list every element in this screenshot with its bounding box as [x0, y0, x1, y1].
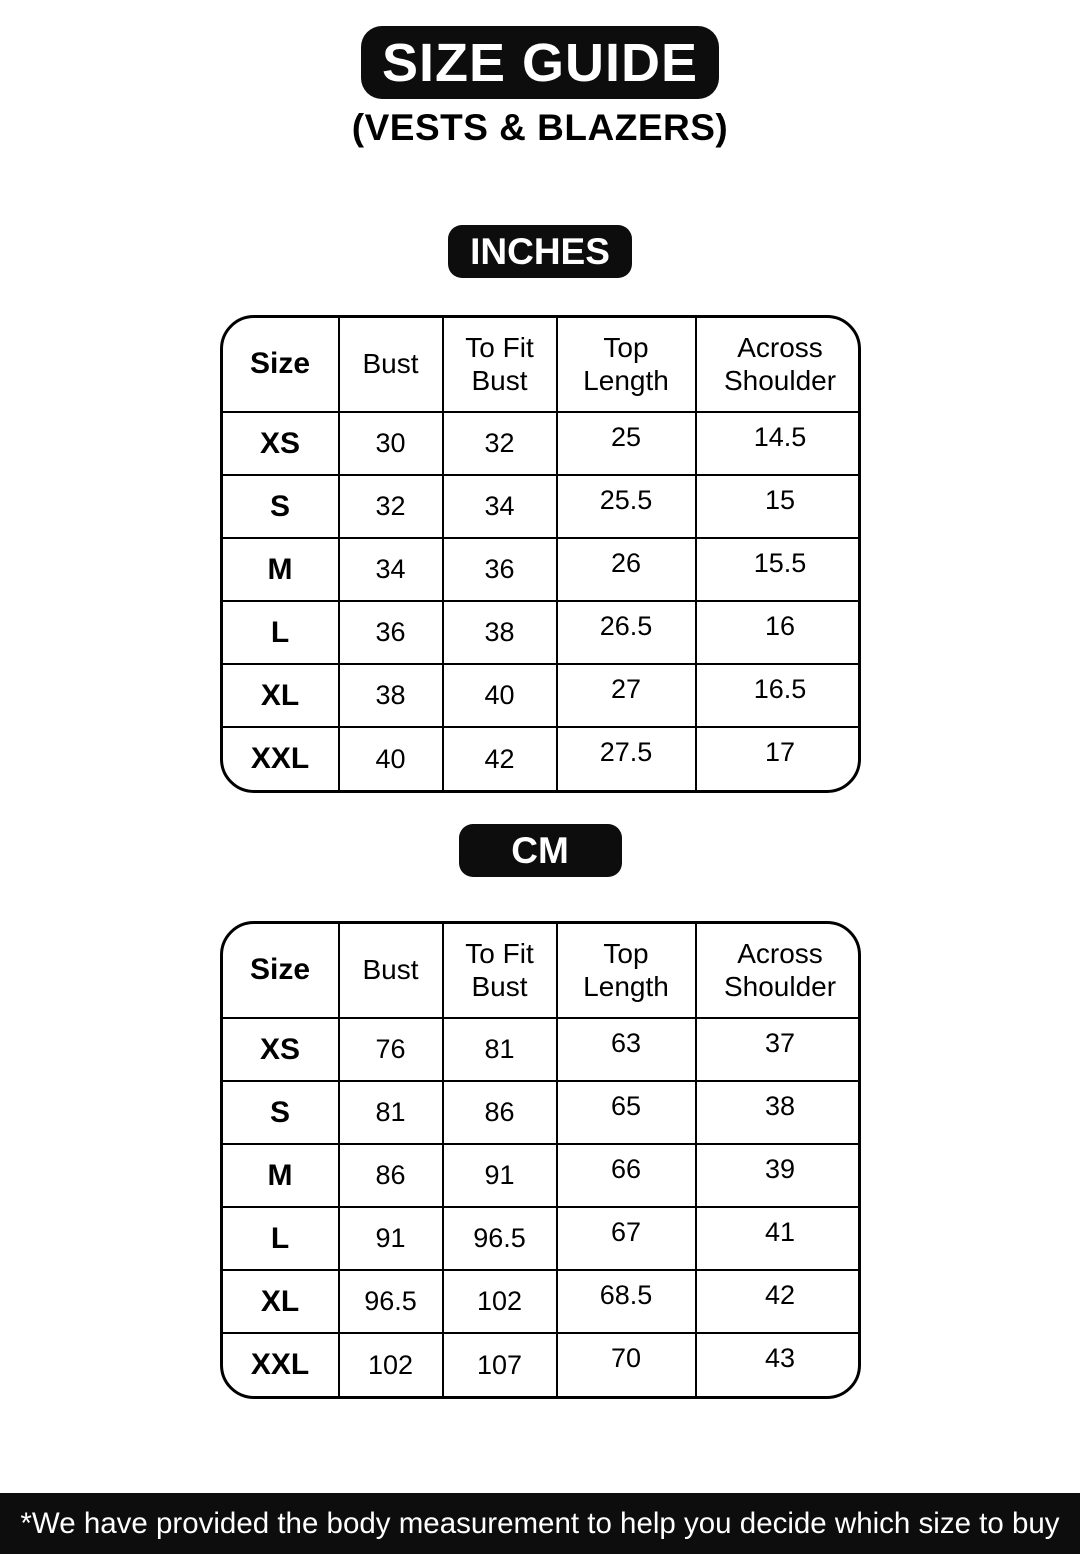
cm-unit-badge: CM [458, 824, 622, 877]
top-length-cell: 27.5 [556, 727, 697, 790]
bust-cell: 81 [338, 1081, 444, 1145]
column-header-top-length: Top Length [556, 924, 697, 1019]
row-xl: XL 38 40 27 16.5 [222, 664, 858, 728]
footer-note: *We have provided the body measurement t… [20, 1506, 1060, 1540]
to-fit-bust-cell: 96.5 [442, 1207, 558, 1271]
inches-size-table: Size Bust To Fit Bust Top Length Across … [219, 315, 861, 793]
column-header-across-shoulder: Across Shoulder [695, 924, 858, 1019]
row-s: S 32 34 25.5 15 [222, 475, 858, 539]
row-xxl: XXL 102 107 70 43 [222, 1333, 858, 1396]
column-header-to-fit-bust: To Fit Bust [442, 924, 558, 1019]
size-cell: XXL [222, 1333, 340, 1396]
top-length-cell: 63 [556, 1018, 697, 1082]
to-fit-bust-cell: 107 [442, 1333, 558, 1396]
column-header-top-length: Top Length [556, 318, 697, 413]
to-fit-bust-cell: 91 [442, 1144, 558, 1208]
size-cell: XS [222, 1018, 340, 1082]
size-cell: S [222, 1081, 340, 1145]
row-m: M 86 91 66 39 [222, 1144, 858, 1208]
inches-unit-badge: INCHES [448, 225, 632, 278]
bust-cell: 32 [338, 475, 444, 539]
to-fit-bust-cell: 36 [442, 538, 558, 602]
row-xxl: XXL 40 42 27.5 17 [222, 727, 858, 790]
bust-cell: 36 [338, 601, 444, 665]
bust-cell: 91 [338, 1207, 444, 1271]
garment-type-subtitle: (VESTS & BLAZERS) [351, 107, 729, 148]
size-cell: M [222, 1144, 340, 1208]
across-shoulder-cell: 37 [695, 1018, 858, 1082]
size-cell: L [222, 1207, 340, 1271]
row-xs: XS 76 81 63 37 [222, 1018, 858, 1082]
size-cell: XXL [222, 727, 340, 790]
bust-cell: 38 [338, 664, 444, 728]
cm-unit-label: CM [511, 829, 569, 871]
size-cell: XL [222, 664, 340, 728]
bust-cell: 30 [338, 412, 444, 476]
row-xs: XS 30 32 25 14.5 [222, 412, 858, 476]
to-fit-bust-cell: 42 [442, 727, 558, 790]
across-shoulder-cell: 43 [764, 1343, 796, 1373]
row-m: M 34 36 26 15.5 [222, 538, 858, 602]
size-cell: L [222, 601, 340, 665]
top-length-cell: 68.5 [556, 1270, 697, 1334]
top-length-cell: 67 [556, 1207, 697, 1271]
cm-header-row: Size Bust To Fit Bust Top Length Across … [222, 924, 858, 1019]
bust-cell: 86 [338, 1144, 444, 1208]
size-cell: M [222, 538, 340, 602]
row-l: L 36 38 26.5 16 [222, 601, 858, 665]
across-shoulder-cell: 16.5 [695, 664, 858, 728]
top-length-cell: 26.5 [556, 601, 697, 665]
to-fit-bust-cell: 34 [442, 475, 558, 539]
row-xl: XL 96.5 102 68.5 42 [222, 1270, 858, 1334]
bust-cell: 34 [338, 538, 444, 602]
row-l: L 91 96.5 67 41 [222, 1207, 858, 1271]
column-header-bust: Bust [338, 924, 444, 1019]
size-guide-title-badge: SIZE GUIDE [361, 26, 719, 99]
row-s: S 81 86 65 38 [222, 1081, 858, 1145]
column-header-size: Size [222, 924, 340, 1019]
footer-note-bar: *We have provided the body measurement t… [0, 1493, 1080, 1554]
column-header-size: Size [222, 318, 340, 413]
across-shoulder-cell: 41 [695, 1207, 858, 1271]
across-shoulder-cell: 14.5 [695, 412, 858, 476]
bust-cell: 96.5 [338, 1270, 444, 1334]
to-fit-bust-cell: 32 [442, 412, 558, 476]
size-cell: XL [222, 1270, 340, 1334]
across-shoulder-cell: 17 [764, 737, 796, 767]
size-cell: XS [222, 412, 340, 476]
size-cell: S [222, 475, 340, 539]
inches-header-row: Size Bust To Fit Bust Top Length Across … [222, 318, 858, 413]
top-length-cell: 25 [556, 412, 697, 476]
to-fit-bust-cell: 38 [442, 601, 558, 665]
top-length-cell: 70 [556, 1333, 697, 1396]
size-guide-title: SIZE GUIDE [381, 32, 699, 93]
top-length-cell: 25.5 [556, 475, 697, 539]
column-header-across-shoulder: Across Shoulder [695, 318, 858, 413]
column-header-bust: Bust [338, 318, 444, 413]
cm-size-table: Size Bust To Fit Bust Top Length Across … [219, 921, 861, 1399]
across-shoulder-cell: 15.5 [695, 538, 858, 602]
bust-cell: 76 [338, 1018, 444, 1082]
bust-cell: 102 [338, 1333, 444, 1396]
to-fit-bust-cell: 102 [442, 1270, 558, 1334]
to-fit-bust-cell: 40 [442, 664, 558, 728]
to-fit-bust-cell: 81 [442, 1018, 558, 1082]
to-fit-bust-cell: 86 [442, 1081, 558, 1145]
top-length-cell: 66 [556, 1144, 697, 1208]
across-shoulder-cell: 16 [695, 601, 858, 665]
top-length-cell: 26 [556, 538, 697, 602]
across-shoulder-cell: 42 [695, 1270, 858, 1334]
across-shoulder-cell: 39 [695, 1144, 858, 1208]
top-length-cell: 27 [556, 664, 697, 728]
inches-unit-label: INCHES [470, 230, 610, 272]
across-shoulder-cell: 38 [695, 1081, 858, 1145]
bust-cell: 40 [338, 727, 444, 790]
across-shoulder-cell: 15 [695, 475, 858, 539]
top-length-cell: 65 [556, 1081, 697, 1145]
column-header-to-fit-bust: To Fit Bust [442, 318, 558, 413]
